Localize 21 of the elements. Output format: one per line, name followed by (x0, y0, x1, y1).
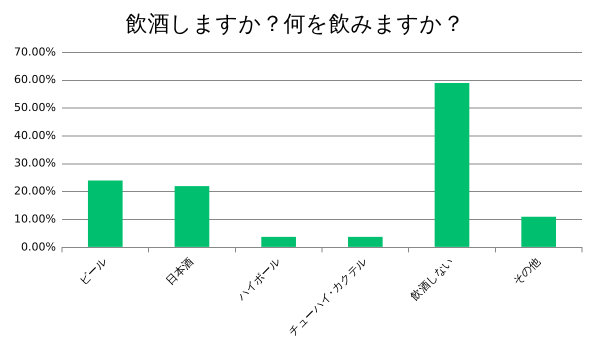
x-tick-label: 日本酒 (164, 255, 196, 288)
x-tick-label: ビール (76, 255, 110, 288)
bar (261, 236, 296, 247)
bar (88, 180, 123, 247)
y-tick-label: 60.00% (14, 73, 56, 86)
y-tick-label: 20.00% (14, 184, 56, 198)
y-tick-label: 0.00% (20, 240, 56, 254)
y-tick-label: 50.00% (14, 100, 56, 114)
y-tick-label: 10.00% (14, 212, 56, 226)
y-tick-label: 30.00% (14, 156, 56, 170)
bar (434, 83, 470, 247)
bar (521, 216, 556, 247)
x-tick-label: その他 (510, 255, 543, 288)
y-tick-label: 40.00% (14, 128, 56, 142)
x-tick-label: ハイボール (234, 255, 283, 304)
y-tick-label: 70.00% (14, 45, 56, 58)
bar (174, 186, 210, 247)
bar (348, 236, 383, 247)
x-tick-label: チューハイ･カクテル (286, 255, 370, 338)
chart-title: 飲酒しますか？何を飲みますか？ (126, 12, 464, 37)
x-tick-label: 飲酒しない (408, 255, 456, 304)
